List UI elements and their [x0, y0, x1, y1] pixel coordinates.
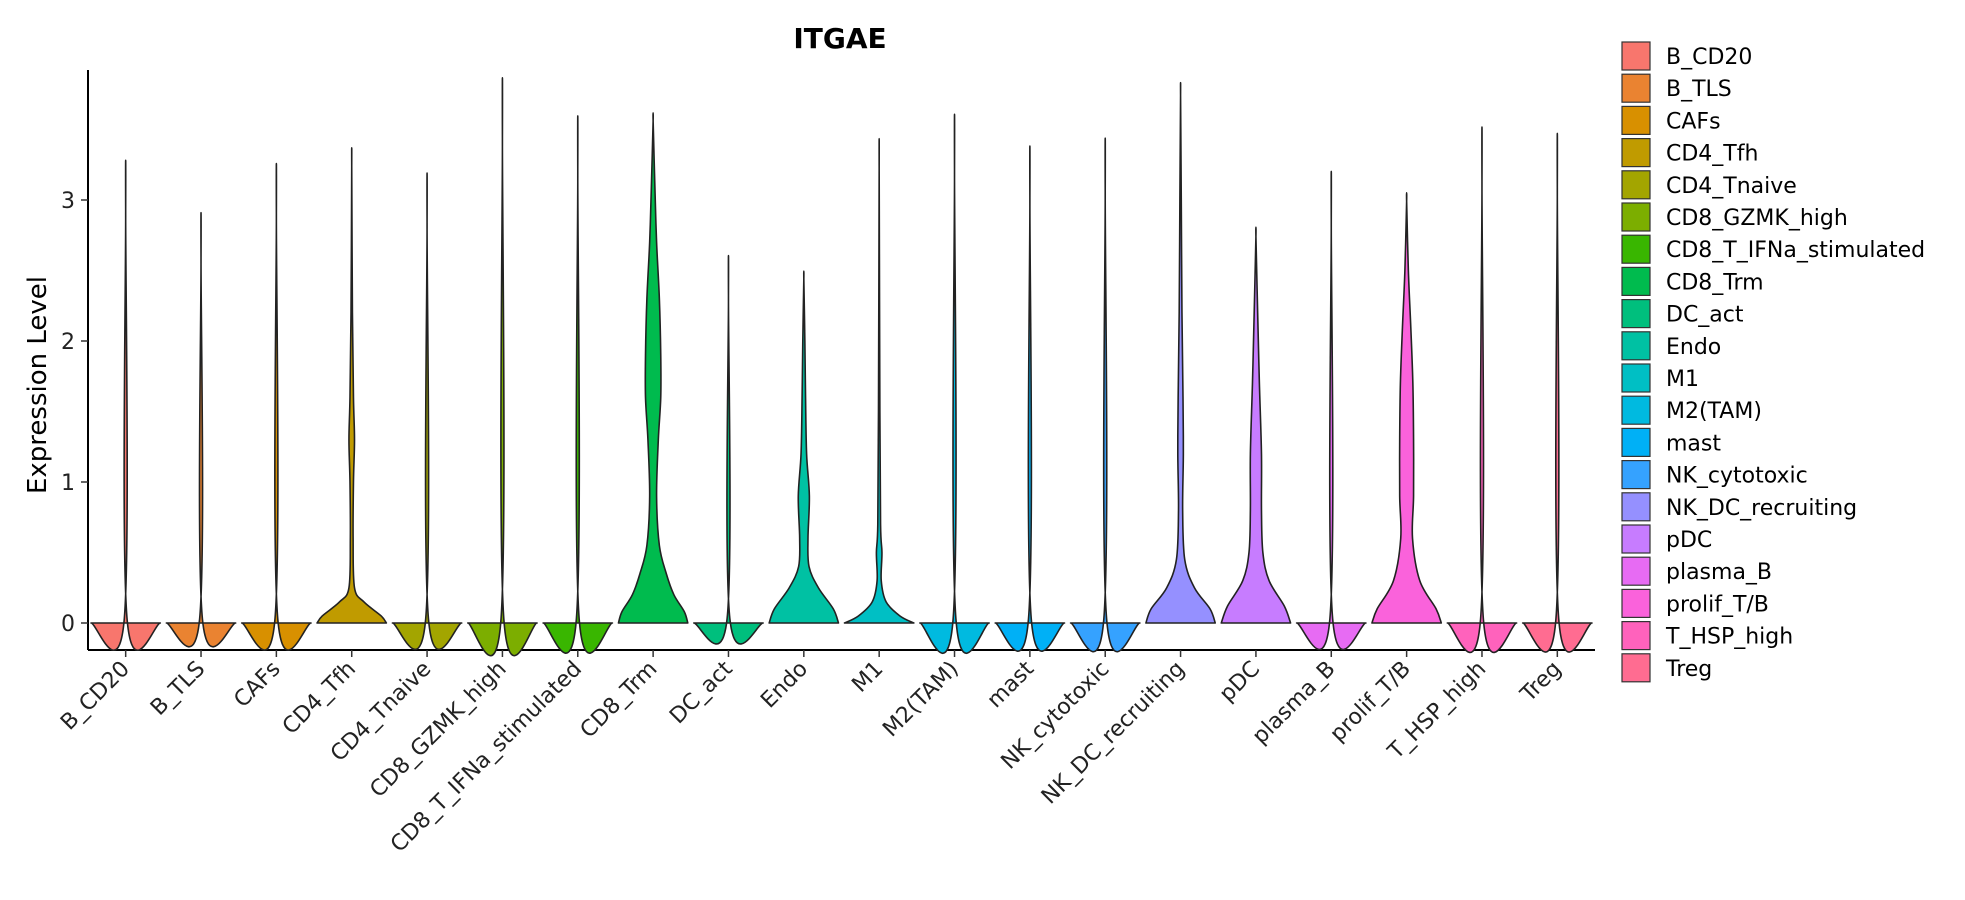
legend-label: Treg	[1665, 657, 1712, 682]
legend-label: B_TLS	[1666, 77, 1732, 102]
legend-label: plasma_B	[1666, 560, 1772, 585]
legend-label: B_CD20	[1666, 45, 1752, 70]
x-tick-label: Treg	[1515, 657, 1566, 708]
y-tick-label: 1	[61, 471, 75, 496]
x-tick-label: M2(TAM)	[878, 657, 963, 742]
x-tick-label: pDC	[1215, 657, 1265, 707]
violin-prolif-t-b	[1371, 191, 1443, 624]
legend-swatch	[1621, 524, 1651, 554]
x-tick-label: CD8_Trm	[576, 657, 663, 744]
x-tick-label: B_TLS	[146, 657, 210, 721]
legend-label: pDC	[1666, 528, 1712, 553]
x-tick-label: CD8_GZMK_high	[365, 657, 511, 803]
violin-nk-dc-recruiting	[1145, 81, 1217, 624]
legend-label: prolif_T/B	[1666, 592, 1769, 617]
legend-swatch	[1621, 266, 1651, 296]
violin-b-cd20	[90, 159, 162, 652]
violin-cd4-tfh	[316, 147, 388, 624]
x-tick-label: mast	[983, 656, 1040, 713]
legend-swatch	[1621, 73, 1651, 103]
legend-label: CD4_Tfh	[1666, 142, 1758, 167]
legend-label: Endo	[1666, 335, 1721, 360]
violin-cd8-trm	[617, 112, 689, 624]
legend-swatch	[1621, 170, 1651, 200]
legend-swatch	[1621, 460, 1651, 490]
violin-endo	[768, 270, 840, 624]
legend-label: M2(TAM)	[1666, 399, 1762, 424]
legend-label: NK_DC_recruiting	[1666, 496, 1857, 521]
violin-cd8-t-ifna-stimulated	[542, 115, 614, 654]
legend-label: CD4_Tnaive	[1666, 174, 1797, 199]
violin-pdc	[1220, 226, 1292, 624]
x-tick-label: CAFs	[229, 657, 285, 713]
violin-cd4-tnaive	[391, 172, 463, 651]
legend-swatch	[1621, 138, 1651, 168]
legend-swatch	[1621, 395, 1651, 425]
violin-m1	[843, 137, 915, 624]
violin-m2-tam-	[919, 113, 990, 654]
legend-swatch	[1621, 202, 1651, 232]
violin-b-tls	[165, 212, 237, 648]
violin-plasma-b	[1295, 170, 1367, 651]
chart-title: ITGAE	[793, 22, 886, 55]
legend-label: mast	[1666, 431, 1721, 456]
legend-swatch	[1621, 492, 1651, 522]
legend-swatch	[1621, 234, 1651, 264]
y-tick-label: 0	[61, 612, 75, 637]
legend-label: CD8_Trm	[1666, 270, 1764, 295]
legend-label: T_HSP_high	[1665, 625, 1793, 650]
y-axis-label: Expression Level	[23, 276, 53, 494]
y-tick-label: 2	[61, 330, 75, 355]
legend-swatch	[1621, 556, 1651, 586]
legend-label: M1	[1666, 367, 1699, 392]
legend-swatch	[1621, 620, 1651, 651]
violin-cafs	[240, 162, 312, 651]
legend-swatch	[1621, 588, 1651, 619]
violin-dc-act	[693, 255, 764, 645]
legend-label: NK_cytotoxic	[1666, 464, 1808, 489]
x-tick-label: DC_act	[665, 656, 738, 729]
violin-t-hsp-high	[1446, 126, 1518, 653]
x-tick-label: plasma_B	[1248, 657, 1341, 750]
legend-swatch	[1621, 363, 1651, 393]
legend-label: CAFs	[1666, 109, 1721, 134]
x-tick-label: M1	[847, 657, 888, 698]
legend: B_CD20 B_TLS CAFs CD4_Tfh CD4_Tnaive CD8_GZMK…	[1621, 41, 1925, 683]
violin-cd8-gzmk-high	[466, 77, 538, 657]
y-tick-label: 3	[61, 189, 75, 214]
x-tick-label: NK_DC_recruiting	[1037, 657, 1190, 810]
violin-mast	[994, 145, 1066, 652]
x-tick-label: B_CD20	[56, 657, 135, 736]
legend-swatch	[1621, 427, 1651, 457]
violin-treg	[1521, 132, 1593, 653]
x-tick-label: Endo	[756, 657, 813, 714]
legend-label: CD8_T_IFNa_stimulated	[1666, 238, 1925, 263]
legend-swatch	[1621, 299, 1651, 329]
legend-label: DC_act	[1666, 303, 1744, 328]
legend-swatch	[1621, 653, 1651, 683]
legend-swatch	[1621, 105, 1651, 136]
legend-label: CD8_GZMK_high	[1666, 206, 1848, 231]
legend-swatch	[1621, 331, 1651, 361]
violin-nk-cytotoxic	[1069, 137, 1141, 653]
legend-swatch	[1621, 41, 1651, 71]
